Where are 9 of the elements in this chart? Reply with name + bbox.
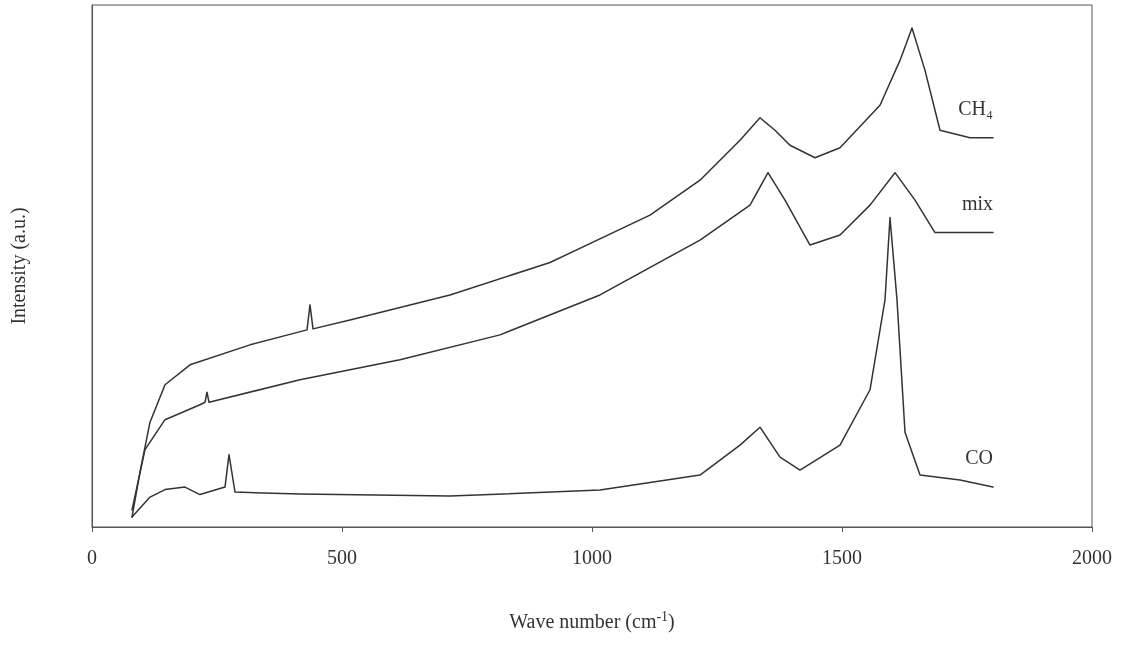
series-label: mix [961,191,993,214]
x-tick-label: 500 [327,546,357,568]
series-label: CH₄ [958,96,994,119]
x-tick-label: 0 [87,546,97,568]
x-tick-label: 1000 [572,546,612,568]
x-tick-label: 1500 [822,546,862,568]
x-tick-label: 2000 [1072,546,1112,568]
y-axis-title: Intensity (a.u.) [7,207,30,325]
series-label: CO [965,446,993,469]
